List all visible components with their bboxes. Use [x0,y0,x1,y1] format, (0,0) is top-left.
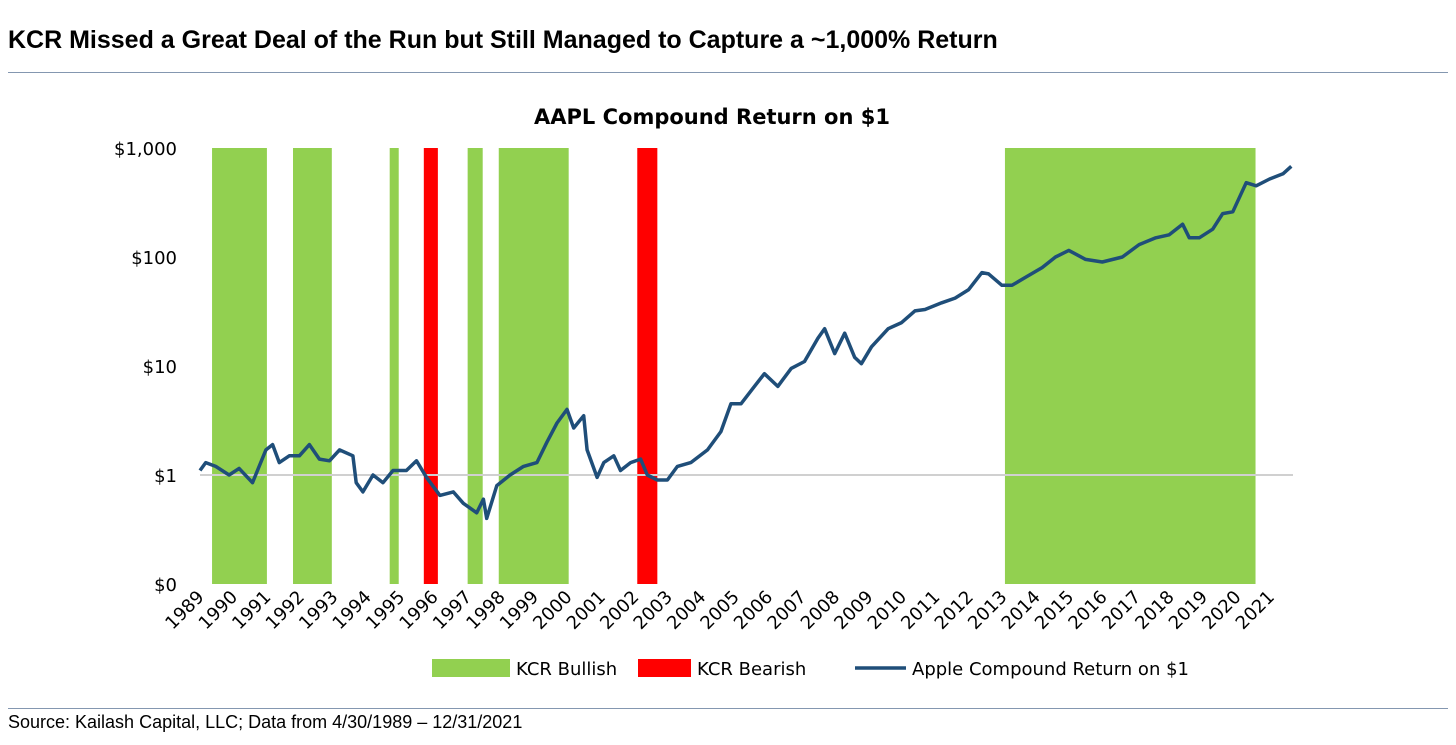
main-title: KCR Missed a Great Deal of the Run but S… [8,26,998,54]
legend-label-bullish: KCR Bullish [516,659,617,680]
legend-label-apple: Apple Compound Return on $1 [912,659,1189,680]
y-tick-label: $100 [131,248,177,269]
y-tick-label: $1,000 [114,139,177,160]
regime-band-bearish [637,148,658,584]
regime-band-bullish [498,148,569,584]
legend-swatch-bullish [432,659,510,677]
regime-band-bullish [293,148,332,584]
regime-band-bullish [467,148,483,584]
chart-title: AAPL Compound Return on $1 [534,105,890,129]
y-tick-label: $0 [154,575,177,596]
regime-band-bearish [423,148,438,584]
regime-band-bullish [389,148,399,584]
regime-band-bullish [212,148,267,584]
y-tick-label: $1 [154,466,177,487]
series-line-apple [198,165,1293,521]
legend-swatch-bearish [638,659,691,677]
legend: KCR Bullish KCR Bearish Apple Compound R… [432,659,1189,680]
x-axis: 1989199019911992199319941995199619971998… [161,587,1279,634]
source-note: Source: Kailash Capital, LLC; Data from … [8,712,523,732]
regime-band-bullish [1004,148,1256,584]
footer-divider [8,708,1448,709]
header-divider [8,72,1448,73]
y-tick-label: $10 [143,357,177,378]
regime-bands [212,148,1256,584]
legend-label-bearish: KCR Bearish [697,659,806,680]
x-tick-label: 2021 [1232,587,1279,634]
y-axis: $1,000 $100 $10 $1 $0 [114,139,177,596]
